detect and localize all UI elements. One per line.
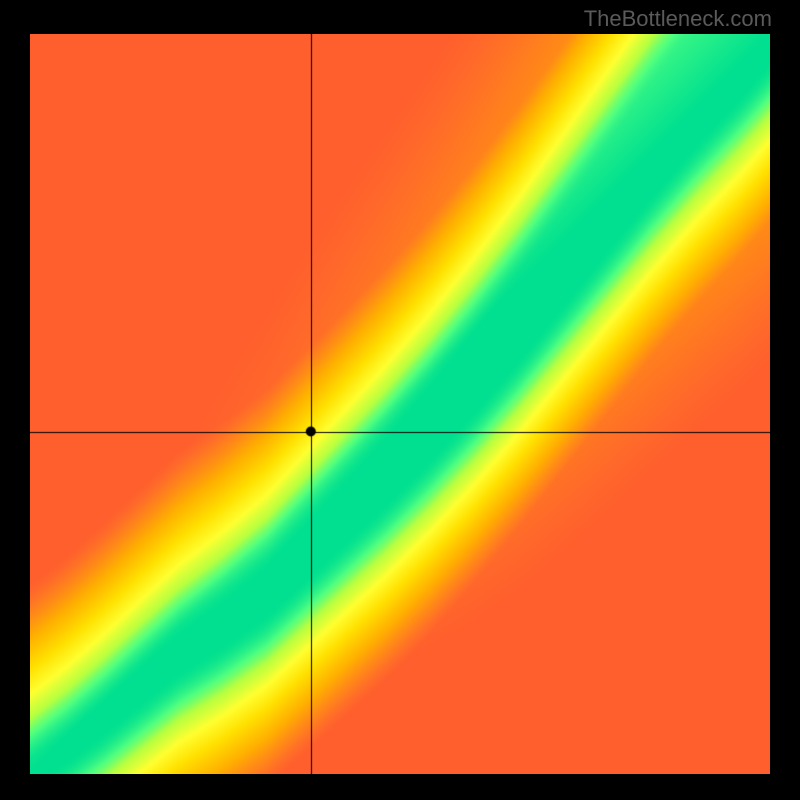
watermark-label: TheBottleneck.com (584, 6, 772, 32)
plot-area (30, 34, 770, 774)
heatmap-canvas (30, 34, 770, 774)
chart-container: TheBottleneck.com (0, 0, 800, 800)
